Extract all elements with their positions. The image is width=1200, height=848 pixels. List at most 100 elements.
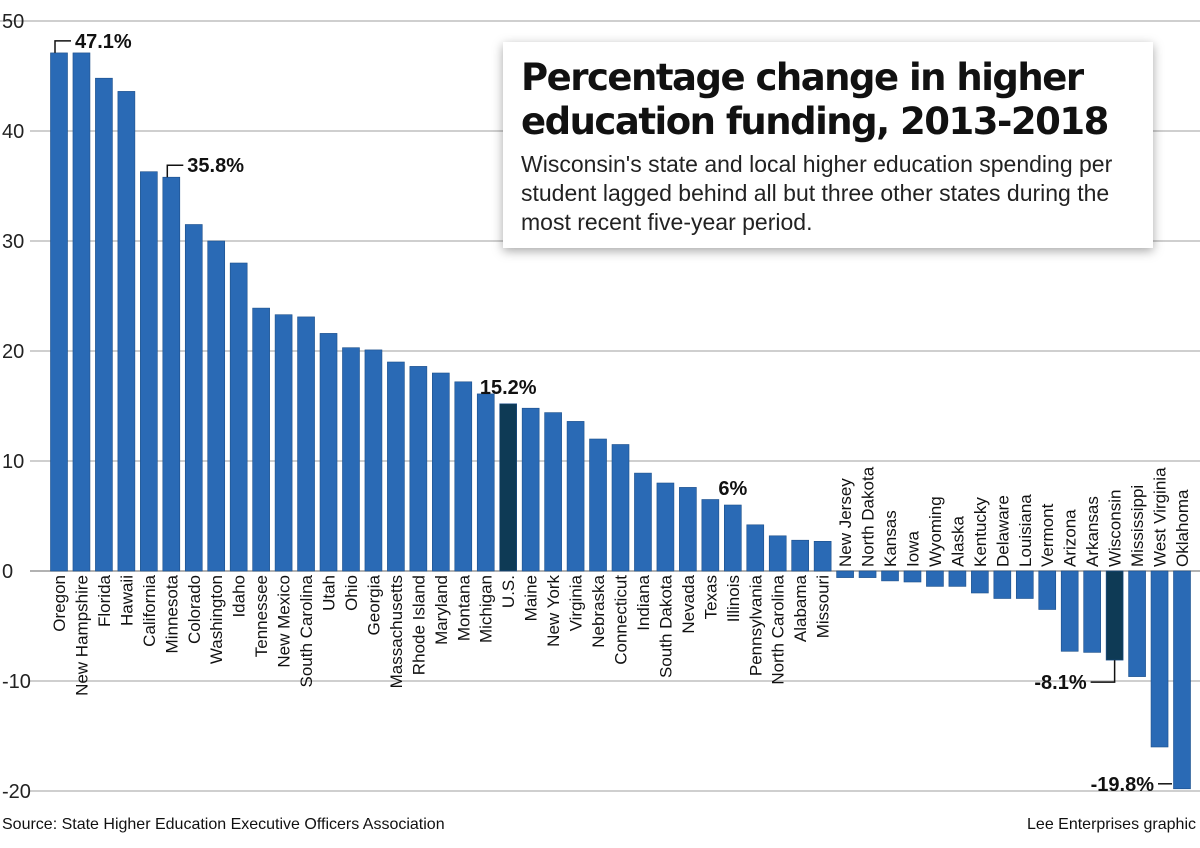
y-tick-label: -10 (2, 671, 31, 693)
data-label: -19.8% (1091, 774, 1155, 796)
bar (521, 407, 540, 572)
bar (1083, 570, 1101, 653)
x-tick-label: Washington (207, 575, 226, 664)
data-label: 6% (718, 478, 747, 500)
x-tick-label: Alaska (948, 515, 967, 567)
bar (723, 504, 742, 572)
title-box: Percentage change in higher education fu… (503, 42, 1153, 248)
y-tick-label: 10 (2, 451, 24, 473)
bar (184, 224, 203, 572)
chart-subtitle: Wisconsin's state and local higher educa… (521, 151, 1113, 235)
x-tick-label: North Carolina (769, 574, 788, 684)
bar (95, 77, 113, 572)
bar (252, 307, 270, 572)
bar (117, 91, 136, 572)
bar (813, 540, 832, 572)
x-tick-label: Wisconsin (1106, 490, 1125, 567)
bar (342, 347, 360, 572)
x-tick-label: U.S. (499, 575, 518, 608)
x-tick-label: Hawaii (117, 575, 136, 626)
x-tick-label: Missouri (814, 575, 833, 638)
bar (746, 524, 765, 572)
bar (432, 372, 450, 572)
credit-note: Lee Enterprises graphic (1027, 816, 1196, 833)
bar (634, 472, 652, 572)
data-label: 35.8% (187, 155, 244, 177)
x-tick-label: Virginia (567, 574, 586, 631)
x-tick-label: Massachusetts (387, 575, 406, 688)
x-tick-label: South Carolina (297, 574, 316, 687)
bar (971, 570, 989, 594)
bar (274, 314, 293, 572)
x-tick-label: New Hampshire (72, 575, 91, 696)
x-tick-label: New York (544, 575, 563, 647)
y-tick-label: 40 (2, 121, 24, 143)
bar (993, 570, 1012, 599)
bar (1038, 570, 1057, 610)
bar (1060, 570, 1079, 652)
x-tick-label: Rhode Island (409, 575, 428, 675)
y-tick-label: 30 (2, 231, 24, 253)
bar (364, 349, 383, 572)
bar (858, 570, 877, 578)
x-tick-label: Iowa (903, 531, 922, 567)
bar (926, 570, 944, 587)
bar (1128, 570, 1146, 677)
bar (544, 412, 562, 572)
annotation-leader (166, 164, 184, 178)
x-tick-label: Arkansas (1083, 496, 1102, 567)
x-tick-label: New Jersey (836, 478, 855, 567)
x-tick-label: Connecticut (612, 575, 631, 665)
x-tick-label: Michigan (477, 575, 496, 643)
x-tick-label: Pennsylvania (746, 574, 765, 676)
x-tick-label: Utah (320, 575, 339, 611)
bar (476, 393, 495, 572)
x-tick-label: Arizona (1061, 509, 1080, 567)
x-tick-label: Colorado (185, 575, 204, 644)
x-tick-label: Delaware (993, 495, 1012, 567)
x-tick-label: North Dakota (859, 466, 878, 567)
bar (50, 52, 68, 572)
bar (881, 570, 899, 582)
x-tick-label: Georgia (364, 574, 383, 635)
chart-title: Percentage change in higher education fu… (521, 56, 1109, 143)
x-tick-label: West Virginia (1151, 467, 1170, 567)
annotation-leader (54, 40, 71, 53)
x-tick-label: Indiana (634, 574, 653, 630)
x-tick-label: Minnesota (162, 574, 181, 653)
x-tick-label: Kentucky (971, 497, 990, 567)
x-tick-label: Montana (454, 574, 473, 641)
x-tick-label: Nebraska (589, 574, 608, 647)
x-tick-label: Ohio (342, 575, 361, 611)
y-tick-label: 0 (2, 561, 13, 583)
bar (1015, 570, 1034, 599)
bar (319, 333, 338, 572)
x-tick-label: California (140, 574, 159, 646)
bar (791, 539, 809, 572)
bar (1105, 570, 1124, 661)
bar (679, 487, 697, 572)
bar (768, 535, 787, 572)
x-tick-label: South Dakota (656, 574, 675, 678)
y-tick-label: -20 (2, 781, 31, 803)
x-tick-label: Illinois (724, 575, 743, 622)
x-tick-label: Alabama (791, 574, 810, 642)
y-tick-label: 20 (2, 341, 24, 363)
data-label: 47.1% (75, 31, 132, 53)
bar (1150, 570, 1169, 748)
y-tick-label: 50 (2, 11, 24, 33)
bar (836, 570, 854, 578)
bar (499, 403, 518, 572)
x-tick-label: Maine (522, 575, 541, 621)
bar (229, 262, 248, 572)
bar (140, 171, 158, 572)
bar (387, 361, 405, 572)
bar (701, 499, 720, 572)
x-tick-label: Texas (701, 575, 720, 619)
x-tick-label: Idaho (230, 575, 249, 618)
bar (566, 421, 585, 572)
bar (207, 240, 226, 572)
annotation-leader (1090, 660, 1116, 683)
bar (589, 438, 607, 572)
x-tick-label: Louisiana (1016, 494, 1035, 567)
